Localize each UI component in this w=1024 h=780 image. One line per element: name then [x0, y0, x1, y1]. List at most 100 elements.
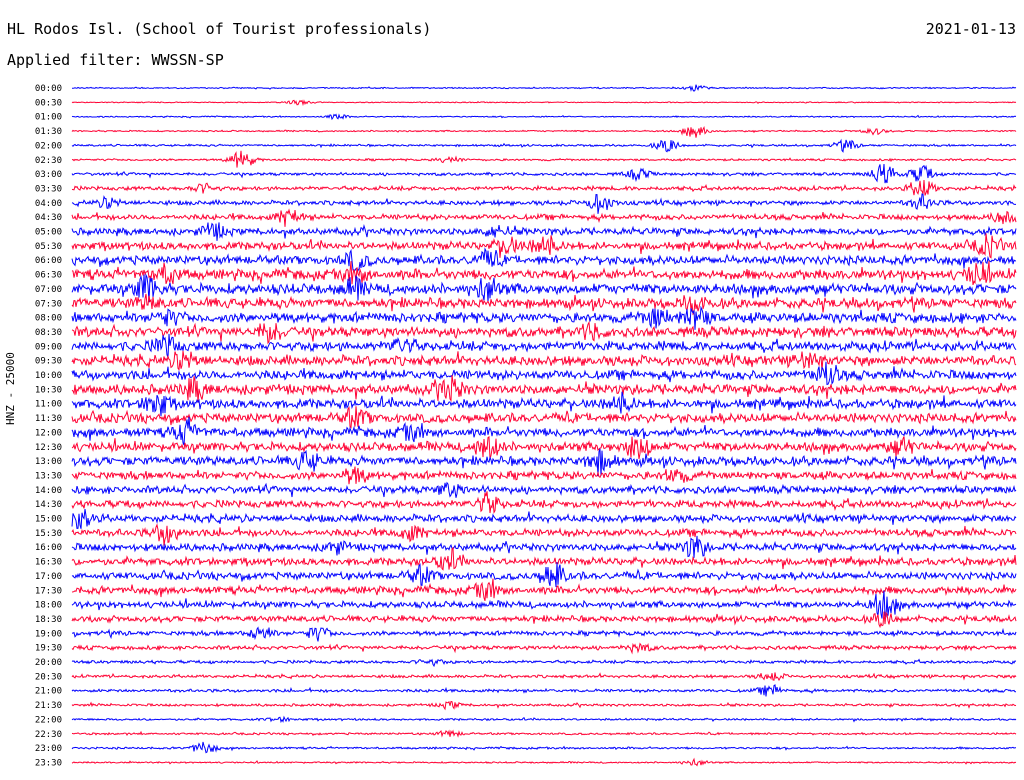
- row-label-17: 08:30: [35, 328, 62, 338]
- trace-9: [71, 208, 1017, 227]
- trace-25: [71, 436, 1017, 460]
- trace-26: [71, 448, 1017, 477]
- row-label-10: 05:00: [35, 228, 62, 238]
- row-label-0: 00:00: [35, 84, 62, 94]
- trace-41: [71, 672, 1017, 682]
- trace-27: [71, 466, 1017, 485]
- trace-21: [71, 375, 1017, 403]
- row-label-5: 02:30: [35, 156, 62, 166]
- trace-36: [71, 590, 1017, 619]
- trace-13: [71, 261, 1017, 286]
- trace-12: [71, 247, 1017, 272]
- row-label-44: 22:00: [35, 715, 62, 725]
- trace-5: [71, 150, 1017, 168]
- trace-46: [71, 741, 1016, 754]
- trace-11: [71, 233, 1017, 259]
- row-label-13: 06:30: [35, 271, 62, 281]
- row-label-14: 07:00: [35, 285, 62, 295]
- row-label-25: 12:30: [35, 443, 62, 453]
- trace-17: [71, 320, 1017, 345]
- row-label-40: 20:00: [35, 658, 62, 668]
- row-label-43: 21:30: [35, 701, 62, 711]
- trace-37: [71, 611, 1017, 629]
- row-label-37: 18:30: [35, 615, 62, 625]
- row-label-32: 16:00: [35, 543, 62, 553]
- trace-6: [71, 163, 1016, 184]
- row-label-26: 13:00: [35, 457, 62, 467]
- trace-28: [71, 481, 1017, 498]
- trace-30: [71, 509, 1017, 529]
- trace-19: [71, 350, 1017, 371]
- trace-29: [71, 491, 1017, 515]
- row-label-47: 23:30: [35, 758, 62, 768]
- trace-32: [71, 535, 1017, 558]
- row-label-41: 20:30: [35, 672, 62, 682]
- row-label-3: 01:30: [35, 127, 62, 137]
- row-label-31: 15:30: [35, 529, 62, 539]
- station-title: HL Rodos Isl. (School of Tourist profess…: [7, 20, 432, 38]
- trace-22: [71, 391, 1017, 417]
- row-label-7: 03:30: [35, 184, 62, 194]
- row-label-36: 18:00: [35, 601, 62, 611]
- row-label-30: 15:00: [35, 515, 62, 525]
- row-label-8: 04:00: [35, 199, 62, 209]
- row-label-21: 10:30: [35, 385, 62, 395]
- trace-8: [71, 193, 1016, 214]
- row-label-45: 22:30: [35, 730, 62, 740]
- row-label-33: 16:30: [35, 558, 62, 568]
- trace-14: [71, 273, 1017, 303]
- trace-15: [71, 293, 1017, 316]
- trace-39: [71, 642, 1017, 655]
- row-label-42: 21:00: [35, 687, 62, 697]
- row-label-16: 08:00: [35, 314, 62, 324]
- trace-34: [71, 562, 1017, 587]
- trace-33: [71, 546, 1017, 571]
- trace-45: [71, 729, 1017, 738]
- trace-2: [71, 113, 1017, 121]
- trace-31: [71, 523, 1017, 546]
- applied-filter: Applied filter: WWSSN-SP: [7, 51, 224, 69]
- trace-18: [71, 333, 1017, 358]
- row-label-39: 19:30: [35, 644, 62, 654]
- row-label-11: 05:30: [35, 242, 62, 252]
- trace-20: [71, 361, 1017, 386]
- row-label-12: 06:00: [35, 256, 62, 266]
- row-label-4: 02:00: [35, 141, 62, 151]
- row-label-1: 00:30: [35, 98, 62, 108]
- trace-47: [71, 757, 1017, 767]
- trace-44: [71, 715, 1017, 724]
- row-label-24: 12:00: [35, 428, 62, 438]
- row-label-46: 23:00: [35, 744, 62, 754]
- trace-35: [71, 578, 1017, 601]
- trace-10: [71, 222, 1017, 241]
- row-label-22: 11:00: [35, 400, 62, 410]
- row-label-27: 13:30: [35, 471, 62, 481]
- row-label-29: 14:30: [35, 500, 62, 510]
- row-label-35: 17:30: [35, 586, 62, 596]
- trace-43: [71, 700, 1017, 711]
- row-label-15: 07:30: [35, 299, 62, 309]
- row-label-20: 10:00: [35, 371, 62, 381]
- trace-24: [71, 416, 1017, 446]
- record-date: 2021-01-13: [925, 20, 1016, 38]
- row-label-2: 01:00: [35, 113, 62, 123]
- row-label-23: 11:30: [35, 414, 62, 424]
- trace-1: [71, 99, 1017, 107]
- trace-0: [71, 84, 1017, 92]
- row-label-28: 14:00: [35, 486, 62, 496]
- row-label-18: 09:00: [35, 342, 62, 352]
- trace-4: [71, 138, 1017, 153]
- trace-3: [71, 126, 1017, 138]
- row-label-34: 17:00: [35, 572, 62, 582]
- trace-7: [71, 179, 1017, 196]
- row-label-9: 04:30: [35, 213, 62, 223]
- trace-42: [71, 684, 1016, 697]
- trace-16: [71, 305, 1017, 330]
- row-label-6: 03:00: [35, 170, 62, 180]
- row-label-19: 09:30: [35, 357, 62, 367]
- trace-38: [72, 626, 1017, 642]
- row-label-38: 19:00: [35, 629, 62, 639]
- trace-23: [71, 406, 1017, 429]
- trace-40: [71, 658, 1017, 668]
